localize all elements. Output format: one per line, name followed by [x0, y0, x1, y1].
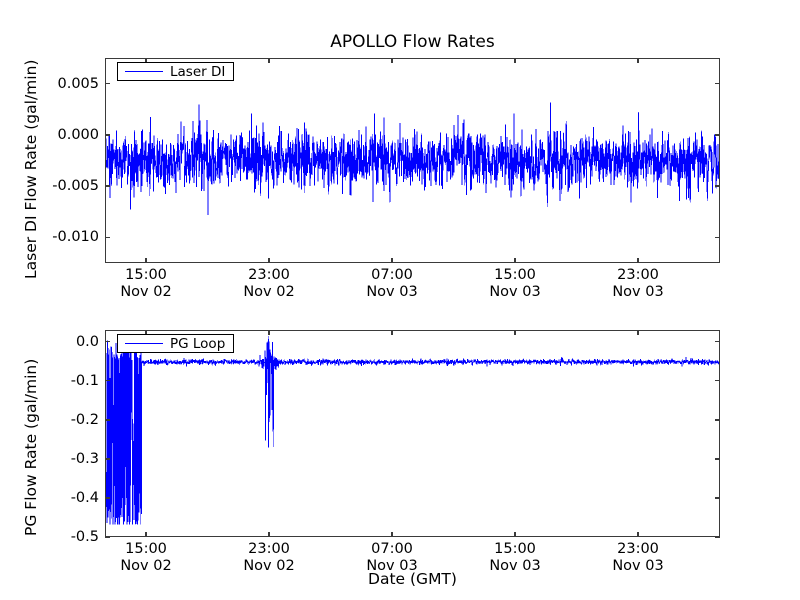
x-tick-mark — [391, 258, 393, 263]
top-plot-axes — [105, 58, 720, 263]
top-y-axis-title: Laser DI Flow Rate (gal/min) — [22, 59, 40, 279]
x-tick-label: 23:00 Nov 02 — [243, 267, 294, 301]
x-tick-mark — [268, 330, 270, 335]
x-tick-label: 15:00 Nov 02 — [120, 541, 171, 575]
y-tick-label: 0.0 — [75, 333, 99, 350]
y-tick-label: 0.005 — [57, 75, 99, 92]
legend-pg-loop: PG Loop — [117, 334, 235, 353]
y-tick-mark — [105, 236, 110, 239]
series-path — [106, 336, 719, 525]
x-tick-label-date: Nov 03 — [489, 284, 541, 301]
x-tick-label-time: 23:00 — [248, 267, 290, 283]
x-tick-mark — [268, 58, 270, 63]
y-tick-label: -0.3 — [70, 450, 99, 467]
x-tick-label: 15:00 Nov 02 — [120, 267, 171, 301]
legend-line-icon — [125, 71, 163, 72]
y-tick-mark — [105, 341, 110, 343]
y-tick-label: -0.005 — [52, 178, 99, 195]
x-tick-label-time: 15:00 — [125, 541, 167, 557]
x-tick-mark — [145, 58, 147, 63]
x-tick-label-time: 23:00 — [248, 541, 290, 557]
x-tick-mark — [637, 532, 639, 537]
x-tick-mark — [637, 258, 639, 263]
y-tick-mark — [715, 497, 720, 499]
y-tick-mark — [715, 236, 720, 239]
y-tick-label: -0.4 — [70, 489, 99, 506]
x-tick-mark — [514, 532, 516, 537]
series-path — [106, 102, 719, 215]
x-tick-mark — [145, 532, 147, 537]
y-tick-mark — [105, 380, 110, 382]
x-tick-label-time: 23:00 — [617, 541, 659, 557]
x-tick-label: 07:00 Nov 03 — [366, 267, 417, 301]
x-tick-mark — [268, 532, 270, 537]
legend-laser-di: Laser DI — [117, 62, 235, 81]
y-tick-label: 0.000 — [57, 126, 99, 143]
y-tick-mark — [715, 341, 720, 343]
x-tick-label-time: 15:00 — [494, 267, 536, 283]
x-tick-label: 15:00 Nov 03 — [489, 267, 540, 301]
legend-line-icon — [125, 343, 163, 344]
x-tick-mark — [514, 258, 516, 263]
x-tick-label-date: Nov 03 — [366, 284, 418, 301]
y-tick-mark — [715, 380, 720, 382]
laser-di-series-path — [106, 102, 719, 215]
y-tick-label: -0.1 — [70, 372, 99, 389]
x-tick-mark — [637, 330, 639, 335]
x-tick-label-time: 23:00 — [617, 267, 659, 283]
bottom-plot-axes — [105, 330, 720, 537]
y-tick-mark — [715, 185, 720, 187]
x-tick-mark — [637, 58, 639, 63]
x-tick-mark — [391, 330, 393, 335]
y-tick-mark — [105, 536, 110, 538]
x-tick-label-time: 15:00 — [125, 267, 167, 283]
pg-loop-series-path — [106, 336, 719, 525]
x-tick-label: 15:00 Nov 03 — [489, 541, 540, 575]
x-tick-label: 23:00 Nov 02 — [243, 541, 294, 575]
x-tick-label: 07:00 Nov 03 — [366, 541, 417, 575]
x-tick-label-date: Nov 03 — [366, 558, 418, 575]
x-tick-mark — [391, 532, 393, 537]
x-tick-mark — [145, 258, 147, 263]
y-tick-label: -0.2 — [70, 411, 99, 428]
y-tick-mark — [105, 134, 110, 136]
x-tick-label-date: Nov 02 — [243, 284, 295, 301]
y-tick-mark — [105, 497, 110, 499]
y-tick-mark — [715, 82, 720, 85]
x-tick-label-date: Nov 03 — [612, 558, 664, 575]
x-tick-mark — [145, 330, 147, 335]
y-tick-mark — [105, 82, 110, 85]
legend-label-laser-di: Laser DI — [170, 63, 226, 80]
y-tick-mark — [105, 458, 110, 460]
legend-label-pg-loop: PG Loop — [170, 335, 226, 352]
y-tick-mark — [715, 536, 720, 538]
x-axis-title: Date (GMT) — [368, 570, 457, 588]
x-tick-label-date: Nov 03 — [489, 558, 541, 575]
x-tick-label-date: Nov 02 — [120, 558, 172, 575]
x-tick-label-time: 15:00 — [494, 541, 536, 557]
y-tick-label: -0.010 — [52, 229, 99, 246]
x-tick-label-time: 07:00 — [371, 267, 413, 283]
x-tick-label-time: 07:00 — [371, 541, 413, 557]
x-tick-label: 23:00 Nov 03 — [612, 541, 663, 575]
y-tick-mark — [105, 419, 110, 421]
x-tick-label-date: Nov 02 — [120, 284, 172, 301]
y-tick-mark — [715, 419, 720, 421]
x-tick-label: 23:00 Nov 03 — [612, 267, 663, 301]
y-tick-mark — [105, 185, 110, 187]
figure-title: APOLLO Flow Rates — [330, 32, 495, 52]
y-tick-mark — [715, 458, 720, 460]
x-tick-label-date: Nov 03 — [612, 284, 664, 301]
y-tick-mark — [715, 134, 720, 136]
x-tick-mark — [268, 258, 270, 263]
x-tick-mark — [514, 330, 516, 335]
x-tick-mark — [514, 58, 516, 63]
x-tick-label-date: Nov 02 — [243, 558, 295, 575]
y-tick-label: -0.5 — [70, 529, 99, 545]
x-tick-mark — [391, 58, 393, 63]
